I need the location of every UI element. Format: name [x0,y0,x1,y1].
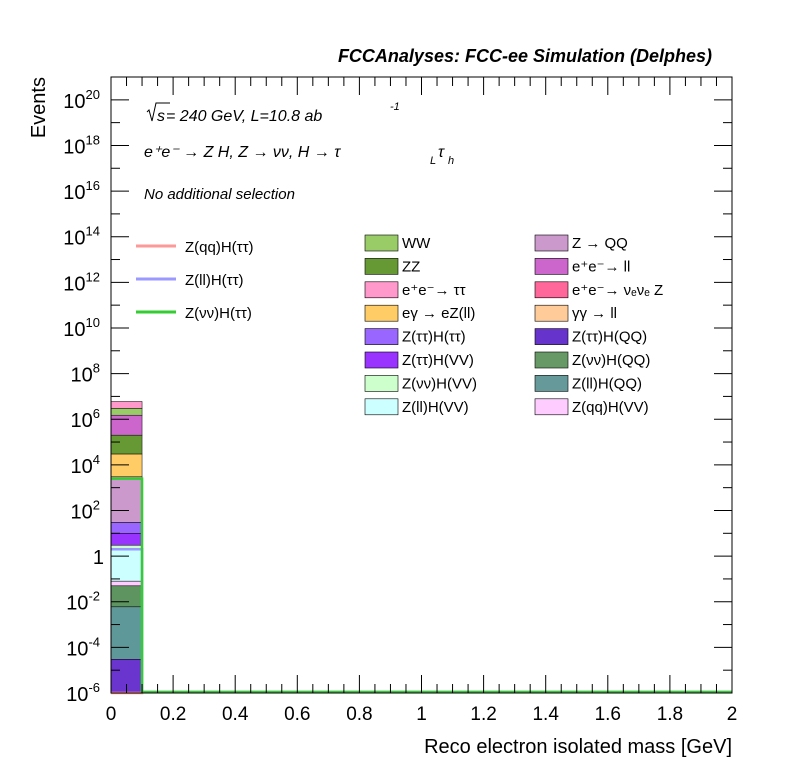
legend-entry-label: Z(νν)H(QQ) [572,352,650,369]
axis-ticks: 0 0.2 0.4 0.6 0.8 1 1.2 1.4 1.6 1.8 2 1020 1018 1016 1… [63,76,738,725]
bar-segment-12 [110,408,143,416]
legend-entry-label: e⁺e⁻→ νₑνₑ Z [572,282,663,299]
legend-fill-swatch [534,304,569,322]
bar-segment-7 [110,522,143,534]
legend-entry-label: Z → QQ [572,235,628,252]
legend-entry-label: Z(ττ)H(ττ) [402,329,466,346]
legend-fill-swatch [534,234,569,252]
process-label: e⁺e⁻ → Z H, Z → νν, H → τ [144,144,341,161]
x-tick-label: 1.8 [657,704,683,725]
bar-segment-4 [110,548,143,582]
histogram-bars [110,401,143,694]
y-tick-label: 108 [71,361,100,387]
y-tick-label: 1018 [63,132,100,158]
lumi-exponent: -1 [390,101,400,113]
bar-segment-8 [110,476,143,523]
legend-fill-swatch [364,375,399,392]
y-tick-label: 10-2 [66,589,100,615]
x-axis-label: Reco electron isolated mass [GeV] [424,736,732,758]
legend-entry-label: Z(νν)H(ττ) [185,305,252,322]
legend-entry-label: γγ → ll [572,305,617,322]
x-tick-label: 1.4 [532,704,559,725]
process-annotation: e⁺e⁻ → Z H, Z → νν, H → τ L τ h [144,144,454,167]
legend-fill-swatch [364,398,399,416]
x-tick-label: 0 [106,704,117,725]
legend-entry-label: e⁺e⁻→ ττ [402,282,466,299]
legend-entry-label: WW [402,235,431,252]
legend-entry-label: Z(qq)H(VV) [572,399,649,416]
legend-entry-label: ZZ [402,258,420,275]
y-tick-label: 10-6 [66,680,100,706]
bar-segment-13 [110,401,143,409]
legend-fill-swatch [534,281,569,299]
y-tick-label: 1 [93,547,104,569]
bar-segment-3 [110,580,143,587]
tau-subscript-h: h [448,155,454,167]
tau-h-label: τ [438,144,445,161]
legend-fill-swatch [364,234,399,252]
legend-fill-swatch [364,281,399,299]
legend-fill-swatch [364,304,399,322]
bar-segment-9 [110,453,143,478]
legend-entry-label: e⁺e⁻→ ll [572,258,630,275]
x-tick-label: 0.2 [160,704,186,725]
sqrt-s-label: s [157,108,165,125]
bar-segment-11 [110,414,143,436]
energy-annotation: s = 240 GeV, L=10.8 ab -1 [146,101,400,125]
legend-fill-swatch [534,398,569,416]
legend-fill-swatch [534,351,569,369]
legend-entry-label: Z(νν)H(VV) [402,375,477,392]
x-tick-label: 0.8 [346,704,372,725]
y-tick-label: 1010 [63,315,100,341]
y-tick-label: 102 [71,497,100,523]
y-tick-label: 1014 [63,224,100,250]
bar-segment-6 [110,533,143,546]
x-tick-label: 2 [727,704,738,725]
legend-entry-label: eγ → eZ(ll) [402,305,475,322]
x-tick-label: 0.4 [222,704,249,725]
legend-fill-swatch [364,258,399,275]
y-tick-label: 1020 [63,87,100,113]
chart-title: FCCAnalyses: FCC-ee Simulation (Delphes) [338,46,712,66]
legend-entry-label: Z(qq)H(ττ) [185,239,254,256]
y-tick-label: 1016 [63,178,100,204]
y-tick-label: 1012 [63,269,100,295]
legend-fill-swatch [364,351,399,369]
y-tick-label: 104 [71,452,100,478]
legend-fill-swatch [534,258,569,275]
legend: Z(qq)H(ττ) Z(ll)H(ττ) Z(νν)H(ττ) WW ZZ e⁺e⁻→ … [136,234,663,416]
energy-lumi-label: = 240 GeV, L=10.8 ab [166,108,322,125]
y-tick-label: 10-4 [66,634,100,660]
legend-entry-label: Z(ll)H(QQ) [572,375,642,392]
bar-segment-2 [110,585,143,608]
bar-segment-1 [110,606,143,660]
legend-entry-label: Z(ττ)H(QQ) [572,329,647,346]
legend-entry-label: Z(ττ)H(VV) [402,352,474,369]
x-tick-label: 1.6 [595,704,621,725]
x-tick-label: 1.2 [470,704,496,725]
x-tick-label: 0.6 [284,704,310,725]
legend-entry-label: Z(ll)H(ττ) [185,272,244,289]
x-tick-label: 1 [416,704,427,725]
y-axis-label: Events [28,77,50,138]
legend-fill-swatch [364,328,399,345]
legend-fill-swatch [534,328,569,345]
bar-segment-10 [110,434,143,455]
selection-label: No additional selection [144,186,295,203]
legend-fill-swatch [534,375,569,392]
y-tick-label: 106 [71,406,100,432]
legend-entry-label: Z(ll)H(VV) [402,399,469,416]
tau-subscript-L: L [430,155,436,167]
